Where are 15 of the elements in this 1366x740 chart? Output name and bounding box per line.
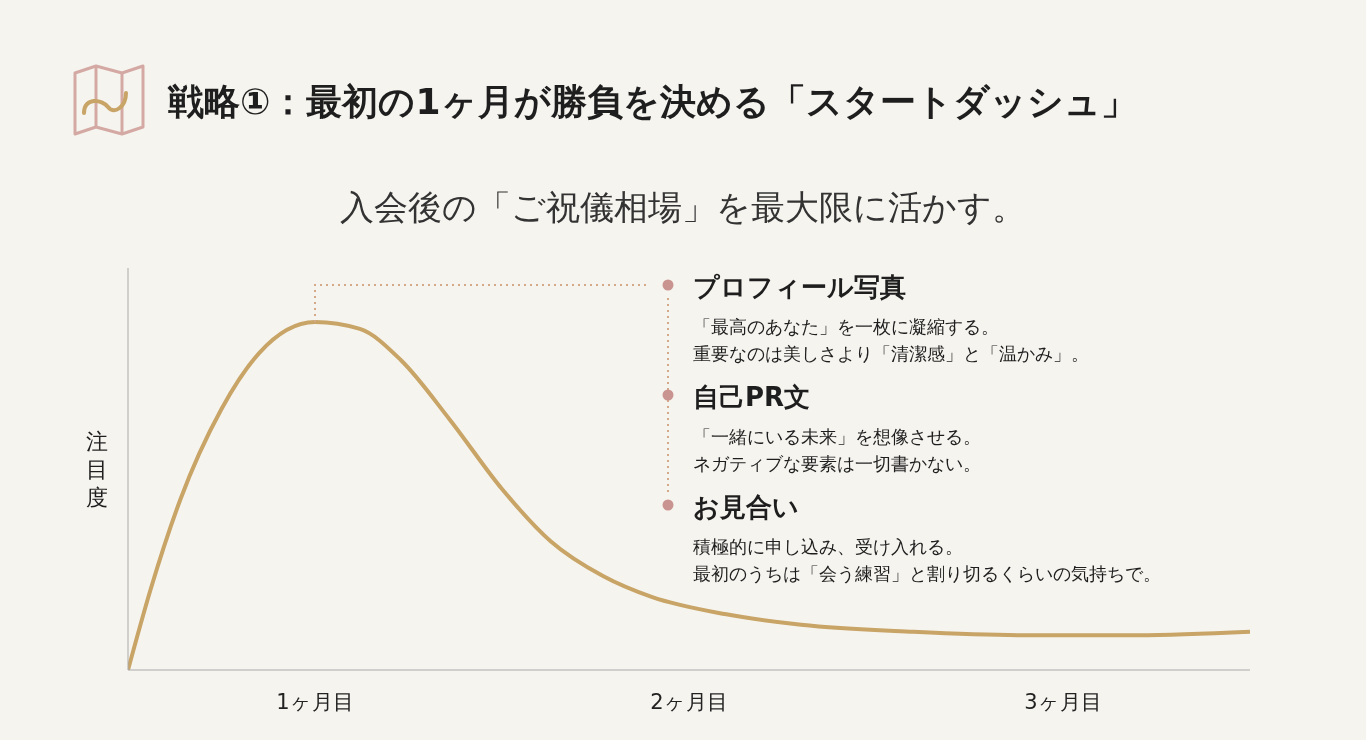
text: プロフィール写真 bbox=[693, 271, 906, 304]
y-axis-title: 注目度 bbox=[86, 428, 109, 512]
annotation: 「最高のあなた」を一枚に凝縮する。 bbox=[693, 315, 999, 339]
chart-title: 戦略①：最初の1ヶ月が勝負を決める「スタートダッシュ」 bbox=[168, 80, 1137, 124]
x-tick-label: 3ヶ月目 bbox=[1024, 689, 1102, 714]
annotation: 積極的に申し込み、受け入れる。 bbox=[693, 535, 963, 559]
x-tick-label: 2ヶ月目 bbox=[650, 689, 728, 714]
annotation: 重要なのは美しさより「清潔感」と「温かみ」。 bbox=[693, 342, 1089, 366]
annotation: 最初のうちは「会う練習」と割り切るくらいの気持ちで。 bbox=[693, 562, 1161, 586]
x-tick-label: 1ヶ月目 bbox=[276, 689, 354, 714]
annotation: 自己PR文 bbox=[693, 381, 811, 414]
annotation: ネガティブな要素は一切書かない。 bbox=[693, 452, 981, 476]
annotation: お見合い bbox=[693, 491, 799, 524]
annotation: 「一緒にいる未来」を想像させる。 bbox=[693, 425, 981, 449]
chart-subtitle: 入会後の「ご祝儀相場」を最大限に活かす。 bbox=[339, 186, 1027, 229]
